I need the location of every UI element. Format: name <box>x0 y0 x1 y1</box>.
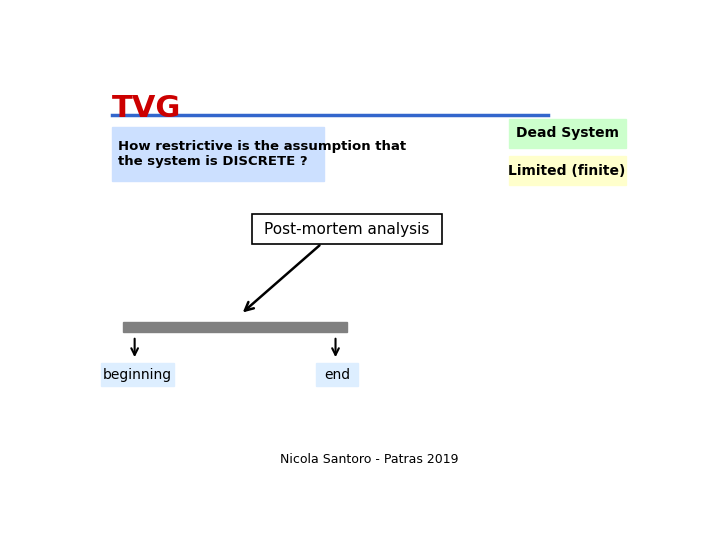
Text: TVG: TVG <box>112 94 181 123</box>
FancyBboxPatch shape <box>316 363 358 386</box>
Text: beginning: beginning <box>103 368 172 382</box>
Text: end: end <box>324 368 350 382</box>
FancyBboxPatch shape <box>124 321 347 332</box>
Text: Limited (finite): Limited (finite) <box>508 164 626 178</box>
FancyBboxPatch shape <box>508 156 626 185</box>
FancyBboxPatch shape <box>101 363 174 386</box>
Text: Nicola Santoro - Patras 2019: Nicola Santoro - Patras 2019 <box>280 453 458 467</box>
Text: Dead System: Dead System <box>516 126 618 140</box>
FancyBboxPatch shape <box>508 119 626 148</box>
FancyBboxPatch shape <box>112 127 324 181</box>
Text: How restrictive is the assumption that
the system is DISCRETE ?: How restrictive is the assumption that t… <box>118 140 406 168</box>
FancyBboxPatch shape <box>252 214 441 244</box>
Text: Post-mortem analysis: Post-mortem analysis <box>264 221 429 237</box>
